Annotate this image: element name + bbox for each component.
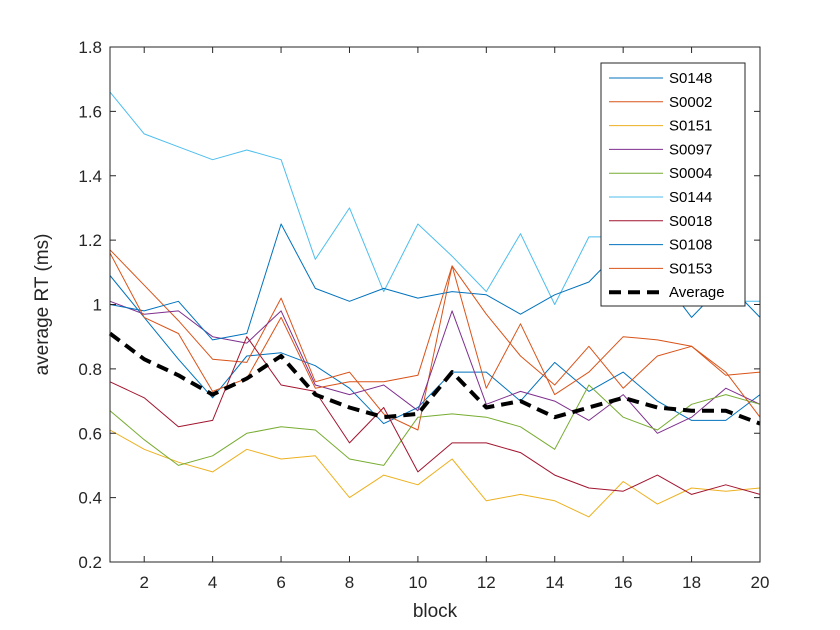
legend-label-s0018: S0018 [669,213,712,230]
legend-label-s0004: S0004 [669,165,712,182]
x-tick-label: 6 [276,573,285,592]
series-line-s0151 [109,429,761,518]
y-tick-label: 0.4 [78,489,102,508]
series-line-s0148 [109,275,761,425]
x-tick-label: 20 [751,573,770,592]
y-tick-label: 0.2 [78,553,102,572]
legend-label-s0108: S0108 [669,237,712,254]
series-line-s0004 [109,384,761,466]
legend-label-s0153: S0153 [669,260,712,277]
y-axis: 0.2 0.4 0.6 0.8 1 1.2 1.4 1.6 1.8 [78,38,760,572]
y-tick-label: 1.6 [78,102,102,121]
x-tick-label: 2 [139,573,148,592]
legend-label-s0097: S0097 [669,141,712,158]
legend-label-average: Average [669,284,725,301]
x-tick-label: 16 [614,573,633,592]
y-tick-label: 1.2 [78,231,102,250]
series-line-s0002 [109,249,761,431]
x-axis-title: block [413,601,458,622]
legend-label-s0151: S0151 [669,118,712,135]
legend-box [600,62,746,307]
legend: S0148 S0002 S0151 S0097 S0004 S0144 S0018 S0108… [600,62,746,307]
legend-label-s0002: S0002 [669,94,712,111]
series-line-s0097 [109,300,761,434]
plot-lines [108,91,761,518]
x-tick-label: 12 [477,573,496,592]
y-tick-label: 1 [93,296,102,315]
legend-label-s0148: S0148 [669,70,712,87]
x-tick-label: 4 [208,573,217,592]
x-tick-label: 18 [682,573,701,592]
x-axis: 2 4 6 8 10 12 14 16 18 20 [139,47,769,592]
series-line-s0018 [109,336,761,495]
y-tick-label: 1.4 [78,167,102,186]
x-tick-label: 8 [345,573,354,592]
x-tick-label: 10 [408,573,427,592]
y-tick-label: 1.8 [78,38,102,57]
series-line-s0153 [109,252,761,418]
y-tick-label: 0.6 [78,424,102,443]
x-tick-label: 14 [545,573,564,592]
series-line-average [108,331,761,426]
y-tick-label: 0.8 [78,360,102,379]
y-axis-title: average RT (ms) [32,234,53,376]
legend-label-s0144: S0144 [669,189,712,206]
